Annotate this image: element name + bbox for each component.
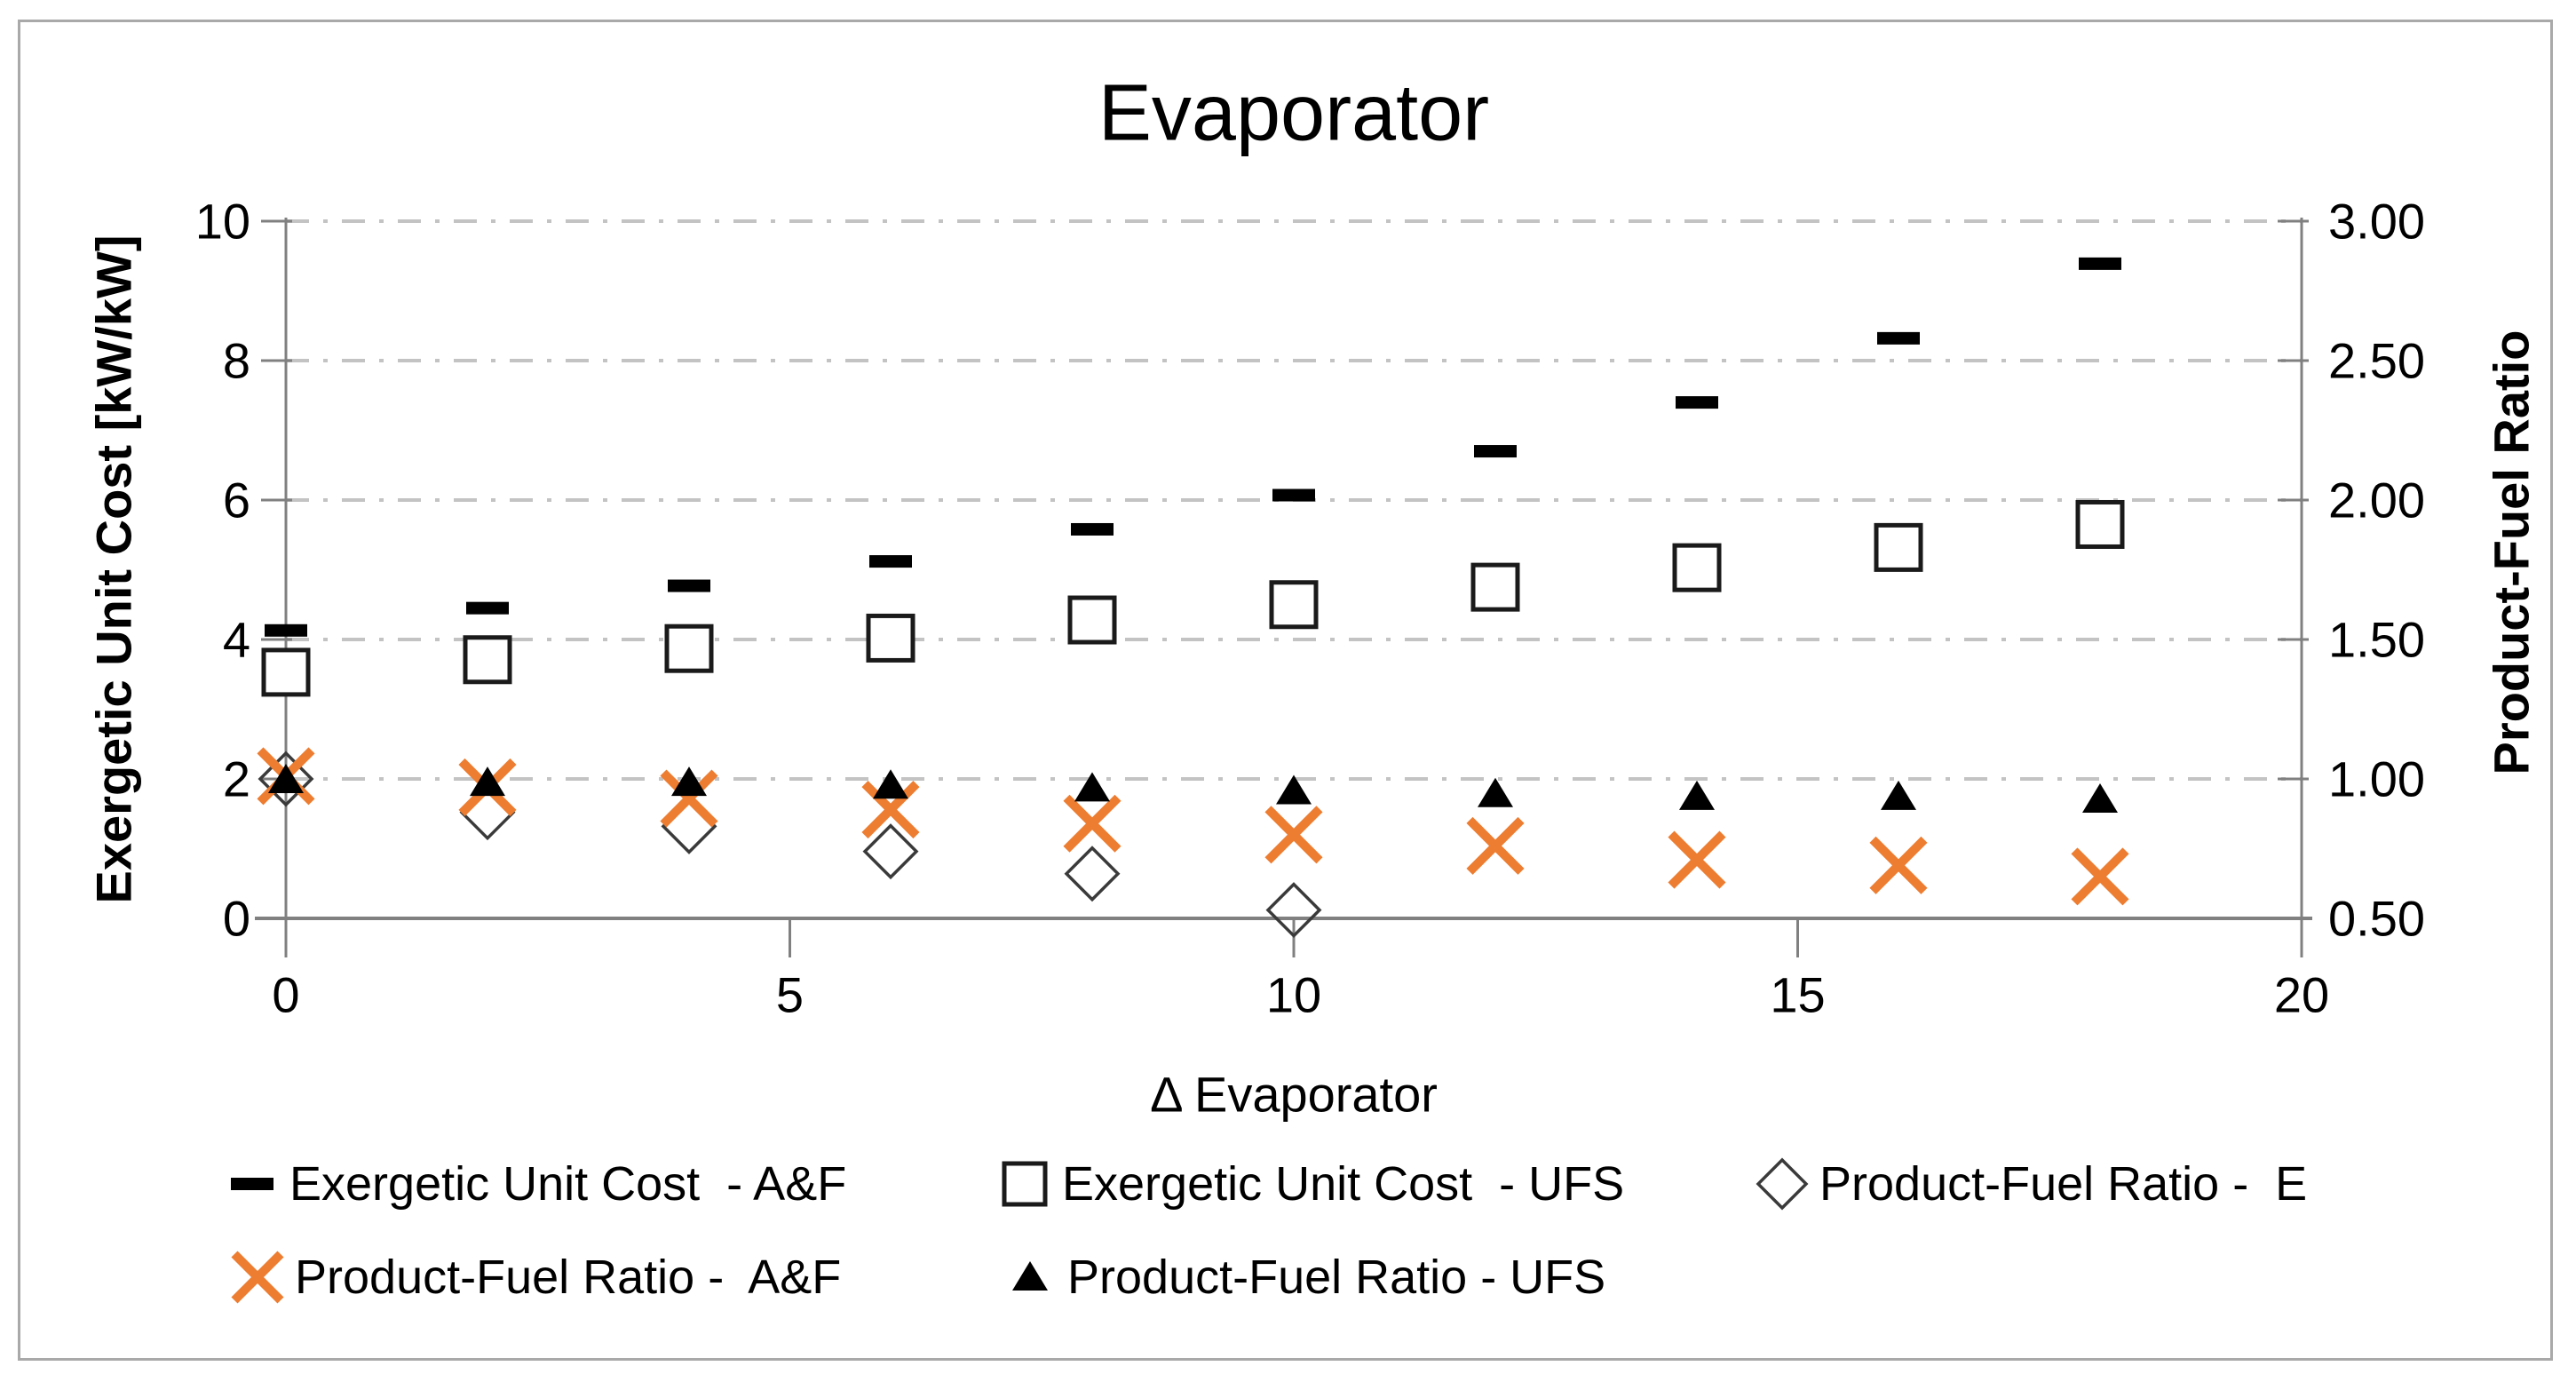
left-axis-tick-label: 2 [222, 751, 250, 807]
right-axis-tick-label: 2.50 [2328, 332, 2425, 389]
square-marker [463, 635, 512, 685]
legend-label: Exergetic Unit Cost - UFS [1062, 1157, 1625, 1211]
triangle-marker-icon [1002, 1249, 1058, 1306]
right-axis-tick-label: 3.00 [2328, 193, 2425, 250]
left-axis-tick-label: 4 [222, 611, 250, 668]
triangle-marker [873, 769, 908, 799]
x-marker [1869, 836, 1928, 894]
square-marker [2075, 499, 2125, 549]
legend-label: Product-Fuel Ratio - A&F [295, 1251, 842, 1304]
square-marker [1672, 543, 1722, 592]
right-axis-title: Product-Fuel Ratio [2483, 330, 2540, 775]
right-axis-tick-label: 1.50 [2328, 611, 2425, 668]
x-axis-tick-label: 20 [2273, 966, 2330, 1023]
x-marker [660, 769, 718, 828]
dash-marker [466, 601, 509, 615]
dash-marker [1474, 445, 1517, 458]
square-marker [1874, 522, 1923, 572]
square-marker [1067, 595, 1117, 645]
legend-label: Product-Fuel Ratio - UFS [1067, 1251, 1606, 1304]
legend-item-product-fuel-ratio-e: Product-Fuel Ratio - E [1754, 1152, 2307, 1216]
legend-label: Exergetic Unit Cost - A&F [289, 1157, 847, 1211]
x-marker [861, 781, 920, 839]
legend-item-product-fuel-ratio-af: Product-Fuel Ratio - A&F [229, 1245, 841, 1309]
chart-title: Evaporator [1098, 68, 1490, 158]
x-axis-title: Δ Evaporator [1150, 1066, 1438, 1123]
dash-marker [869, 555, 912, 568]
square-marker [664, 623, 714, 673]
legend-item-exergetic-unit-cost-ufs: Exergetic Unit Cost - UFS [996, 1152, 1624, 1216]
triangle-marker [1478, 777, 1513, 807]
x-axis-tick-label: 5 [775, 966, 805, 1023]
triangle-marker [470, 766, 505, 797]
x-marker [1466, 816, 1525, 875]
x-marker-icon [229, 1249, 286, 1306]
chart-border [18, 20, 2553, 1361]
diamond-marker [661, 798, 717, 854]
dash-marker [1071, 522, 1114, 536]
right-axis-tick-label: 1.00 [2328, 751, 2425, 807]
x-marker [1264, 806, 1323, 864]
x-marker [2071, 847, 2129, 906]
triangle-marker [1679, 780, 1715, 810]
legend-item-exergetic-unit-cost-af: Exergetic Unit Cost - A&F [224, 1152, 846, 1216]
x-marker [1063, 794, 1122, 853]
square-marker [1470, 562, 1520, 612]
diamond-marker [258, 751, 314, 807]
x-axis-tick-label: 10 [1265, 966, 1322, 1023]
left-axis-tick-label: 8 [222, 332, 250, 389]
legend-label: Product-Fuel Ratio - E [1819, 1157, 2308, 1211]
dash-marker-icon [224, 1156, 281, 1212]
left-axis-tick-label: 10 [194, 193, 250, 250]
diamond-marker-icon [1754, 1156, 1811, 1212]
square-marker-icon [996, 1156, 1053, 1212]
triangle-marker [1276, 774, 1312, 805]
triangle-marker [268, 764, 304, 793]
dash-marker [668, 579, 710, 592]
right-axis-tick-label: 0.50 [2328, 890, 2425, 947]
x-axis-tick-label: 0 [272, 966, 300, 1023]
diamond-marker [1265, 882, 1322, 939]
triangle-marker [671, 766, 707, 797]
dash-marker [1877, 331, 1920, 345]
x-axis-tick-label: 15 [1770, 966, 1826, 1023]
dash-marker [1272, 488, 1315, 502]
left-axis-title: Exergetic Unit Cost [kW/kW] [85, 234, 142, 904]
dash-marker [2079, 257, 2121, 270]
square-marker [1269, 580, 1319, 630]
diamond-marker [862, 823, 919, 880]
dash-marker [1676, 396, 1718, 409]
triangle-marker [2082, 782, 2118, 813]
left-axis-tick-label: 0 [222, 890, 250, 947]
x-marker [1668, 830, 1726, 889]
square-marker [866, 613, 915, 663]
dash-marker [265, 623, 307, 637]
right-axis-tick-label: 2.00 [2328, 472, 2425, 528]
left-axis-tick-label: 6 [222, 472, 250, 528]
triangle-marker [1074, 772, 1110, 802]
triangle-marker [1881, 780, 1916, 810]
square-marker [261, 647, 311, 697]
diamond-marker [1064, 846, 1121, 902]
legend-item-product-fuel-ratio-ufs: Product-Fuel Ratio - UFS [1002, 1245, 1605, 1309]
